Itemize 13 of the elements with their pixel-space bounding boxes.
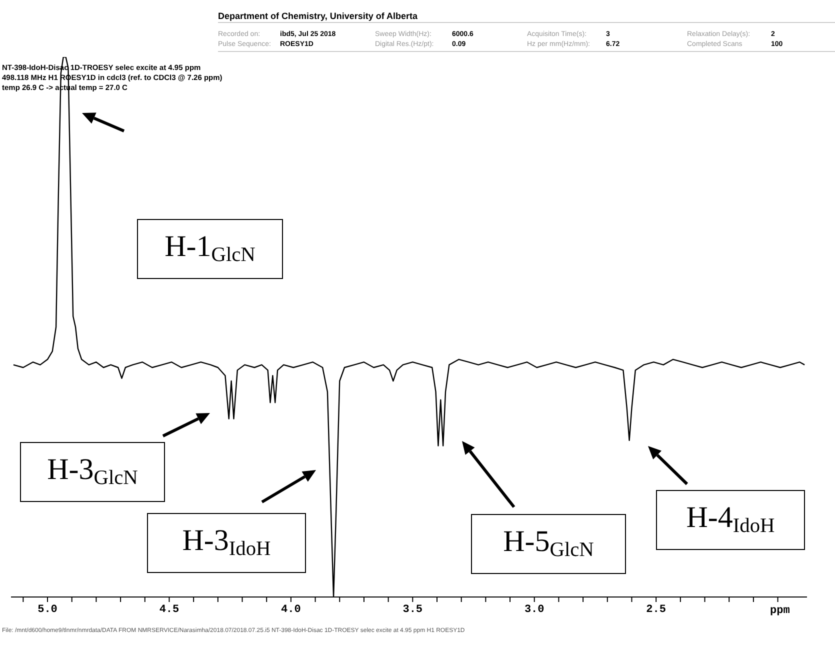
x-tick-label: 2.5 [646, 604, 666, 616]
annotation: H-5$_{GlcN}$ [503, 525, 594, 563]
annotation: H-1$_{GlcN}$ [164, 230, 256, 268]
text: Department of Chemistry, University of Alberta [218, 11, 418, 22]
x-tick-label: 3.0 [524, 604, 544, 616]
x-axis-title: ppm [770, 605, 790, 617]
annotation: H-3$_{GlcN}$ [47, 453, 138, 491]
annotation: H-3$_{IdoH}$ [182, 524, 271, 562]
x-tick-label: 3.5 [402, 604, 423, 616]
annotation: H-4$_{IdoH}$ [686, 501, 775, 539]
x-tick-label: 4.5 [159, 604, 180, 616]
x-tick-label: 4.0 [281, 604, 301, 616]
x-tick-label: 5.0 [38, 604, 58, 616]
